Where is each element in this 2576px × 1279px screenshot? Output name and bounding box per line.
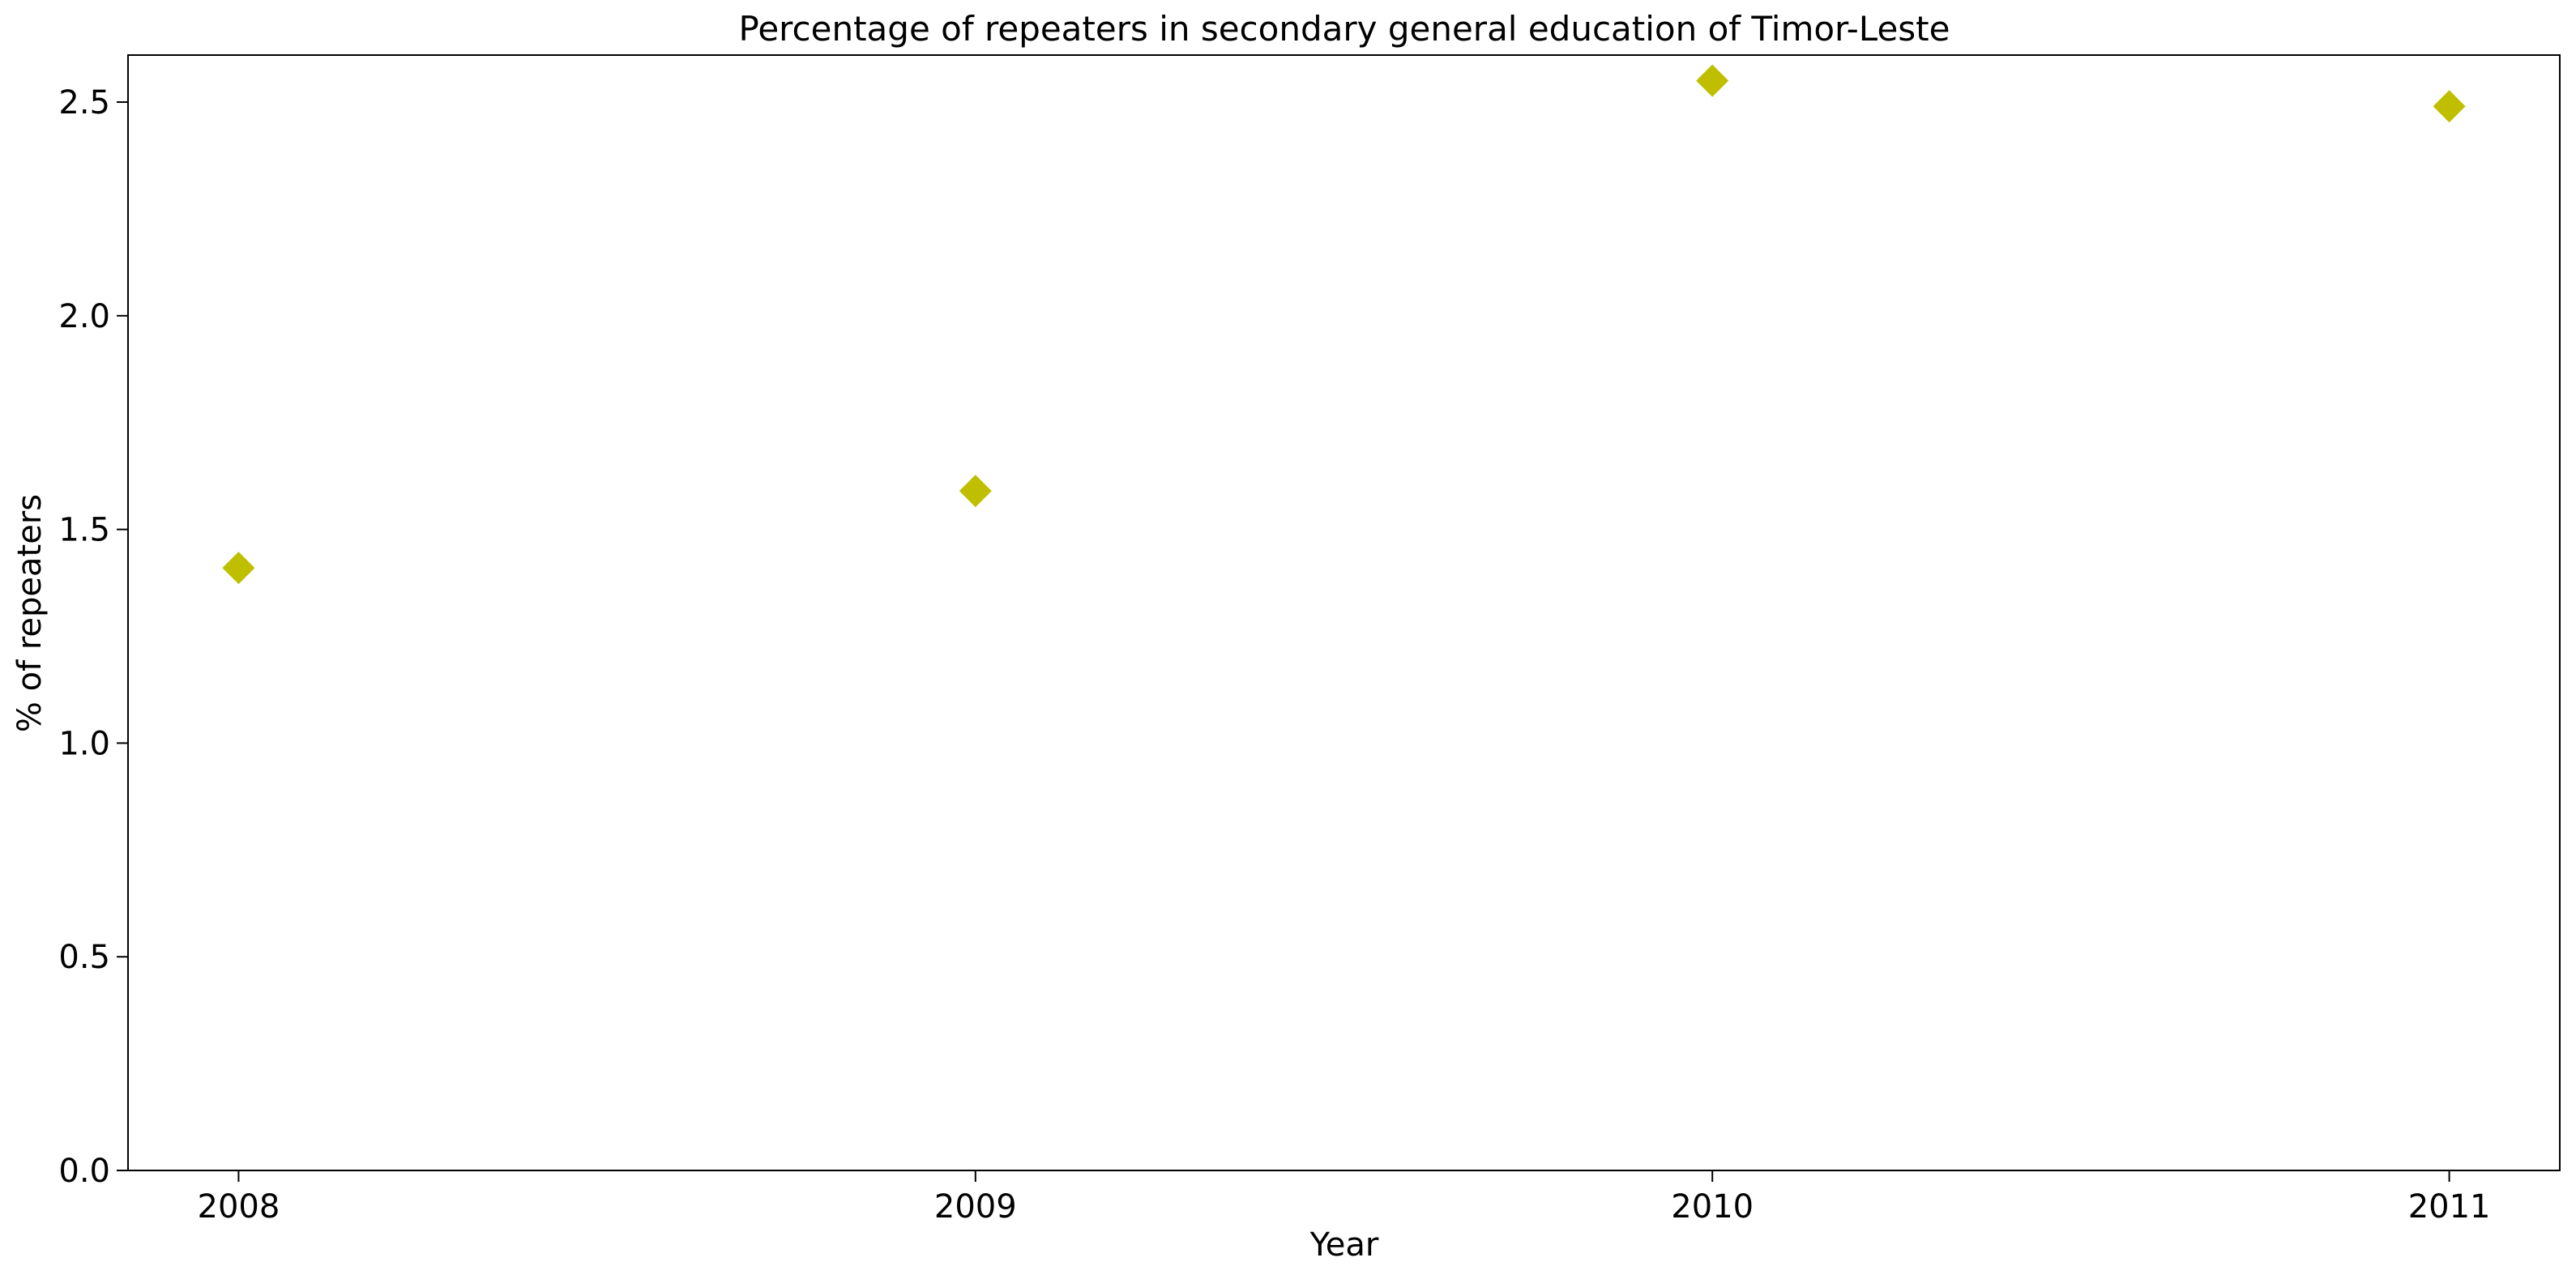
x-tick-label: 2008	[198, 1188, 280, 1226]
y-axis-title: % of repeaters	[11, 494, 49, 732]
x-axis: 2008 2009 2010 2011	[198, 1170, 2491, 1226]
data-series	[222, 64, 2466, 585]
y-tick-label: 0.5	[58, 939, 110, 976]
y-tick-label: 2.0	[58, 298, 110, 335]
data-point-marker	[2433, 90, 2466, 123]
x-tick-label: 2010	[1671, 1188, 1754, 1226]
data-point-marker	[1696, 64, 1729, 97]
data-point-marker	[222, 552, 255, 585]
y-tick-label: 2.5	[58, 84, 110, 122]
x-axis-title: Year	[1309, 1226, 1379, 1264]
y-tick-label: 0.0	[58, 1153, 110, 1190]
x-tick-label: 2011	[2408, 1188, 2491, 1226]
x-tick-label: 2009	[934, 1188, 1017, 1226]
y-tick-label: 1.0	[58, 725, 110, 762]
y-tick-label: 1.5	[58, 512, 110, 549]
plot-frame	[127, 54, 2561, 1171]
chart-title: Percentage of repeaters in secondary gen…	[739, 9, 1950, 49]
data-point-marker	[959, 475, 992, 508]
y-axis: 0.0 0.5 1.0 1.5 2.0 2.5	[58, 84, 128, 1190]
